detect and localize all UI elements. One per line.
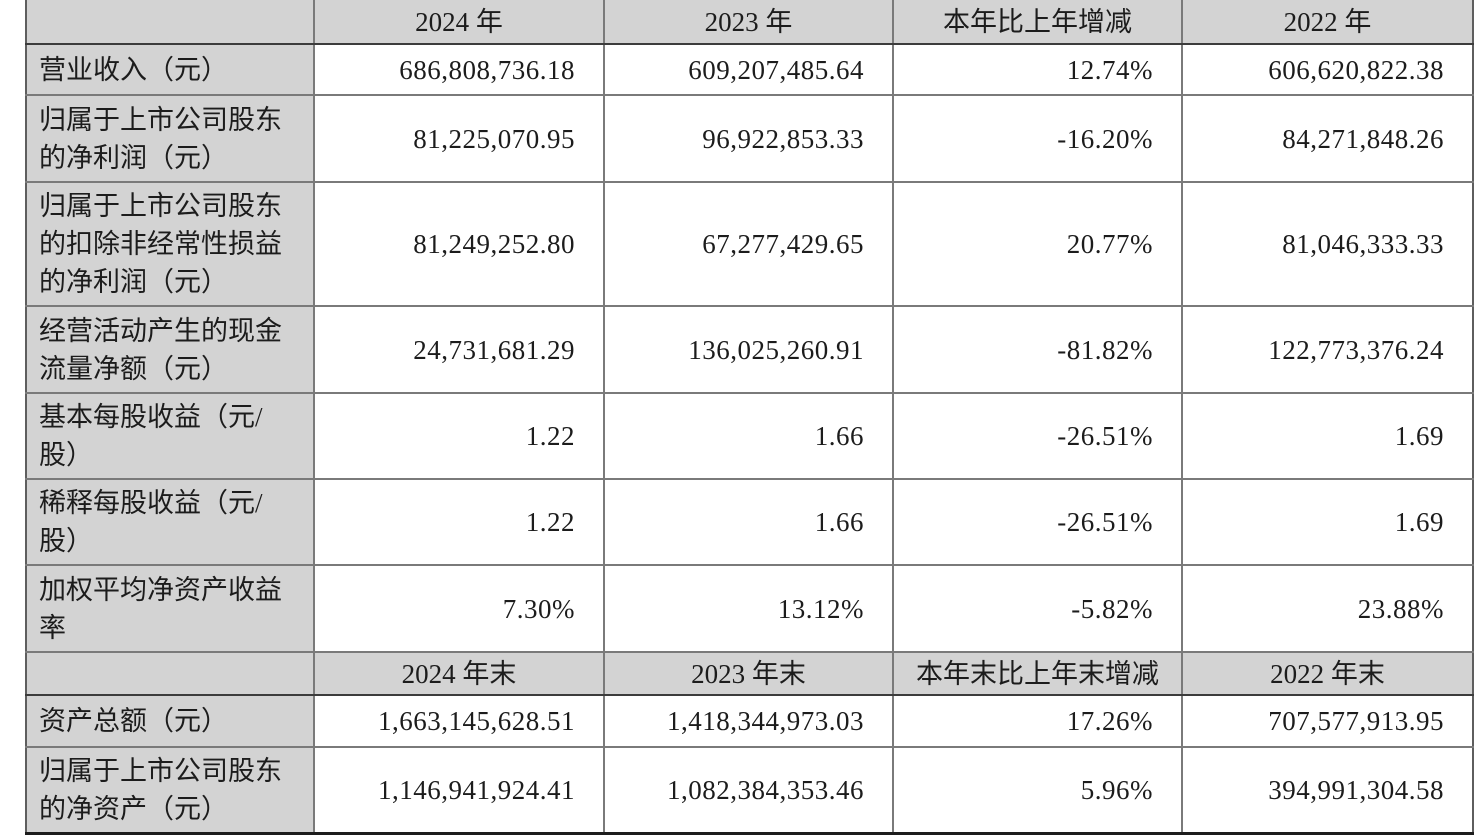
value-2022: 1.69 [1181,392,1474,480]
value-2023: 136,025,260.91 [603,305,894,394]
value-yoy-change: -16.20% [892,94,1183,183]
header-2023: 2023 年 [603,0,894,45]
table-row-weighted-avg-roe: 加权平均净资产收益率 7.30% 13.12% -5.82% 23.88% [25,564,1474,653]
table-row-operating-cash-flow: 经营活动产生的现金流量净额（元） 24,731,681.29 136,025,2… [25,305,1474,394]
header-2022-year-end: 2022 年末 [1181,651,1474,696]
value-2023: 1,082,384,353.46 [603,746,894,835]
value-2023: 67,277,429.65 [603,181,894,307]
value-2022: 81,046,333.33 [1181,181,1474,307]
value-yoy-change: 12.74% [892,43,1183,96]
row-label: 基本每股收益（元/股） [25,392,315,480]
header-row-annual: 2024 年 2023 年 本年比上年增减 2022 年 [25,0,1474,45]
row-label: 归属于上市公司股东的净资产（元） [25,746,315,835]
row-label: 稀释每股收益（元/股） [25,478,315,566]
table-row-basic-eps: 基本每股收益（元/股） 1.22 1.66 -26.51% 1.69 [25,392,1474,480]
value-2022: 707,577,913.95 [1181,694,1474,748]
value-2023: 96,922,853.33 [603,94,894,183]
header-yoy-change: 本年比上年增减 [892,0,1183,45]
table-row-diluted-eps: 稀释每股收益（元/股） 1.22 1.66 -26.51% 1.69 [25,478,1474,566]
value-2024: 1.22 [313,392,605,480]
value-2023: 1.66 [603,392,894,480]
value-yoy-change: -5.82% [892,564,1183,653]
table-row-total-assets: 资产总额（元） 1,663,145,628.51 1,418,344,973.0… [25,694,1474,748]
value-2024: 81,225,070.95 [313,94,605,183]
value-2024: 24,731,681.29 [313,305,605,394]
row-label: 经营活动产生的现金流量净额（元） [25,305,315,394]
value-yoy-change: -81.82% [892,305,1183,394]
row-label: 归属于上市公司股东的净利润（元） [25,94,315,183]
value-2024: 1.22 [313,478,605,566]
value-2022: 84,271,848.26 [1181,94,1474,183]
value-2024: 81,249,252.80 [313,181,605,307]
value-2023: 1,418,344,973.03 [603,694,894,748]
row-label: 营业收入（元） [25,43,315,96]
header-year-end-change: 本年末比上年末增减 [892,651,1183,696]
financial-summary-table: 2024 年 2023 年 本年比上年增减 2022 年 营业收入（元） 686… [25,0,1474,835]
value-2023: 1.66 [603,478,894,566]
value-2024: 1,663,145,628.51 [313,694,605,748]
value-yoy-change: 20.77% [892,181,1183,307]
row-label: 加权平均净资产收益率 [25,564,315,653]
table-row-net-profit-excl-nonrecurring: 归属于上市公司股东的扣除非经常性损益的净利润（元） 81,249,252.80 … [25,181,1474,307]
value-2022: 23.88% [1181,564,1474,653]
header-empty-cell [25,651,315,696]
value-2022: 606,620,822.38 [1181,43,1474,96]
header-2024: 2024 年 [313,0,605,45]
table-row-operating-revenue: 营业收入（元） 686,808,736.18 609,207,485.64 12… [25,43,1474,96]
header-2023-year-end: 2023 年末 [603,651,894,696]
table-row-net-profit-attributable: 归属于上市公司股东的净利润（元） 81,225,070.95 96,922,85… [25,94,1474,183]
row-label: 归属于上市公司股东的扣除非经常性损益的净利润（元） [25,181,315,307]
value-2023: 609,207,485.64 [603,43,894,96]
value-2024: 7.30% [313,564,605,653]
value-2022: 1.69 [1181,478,1474,566]
value-yoy-change: 5.96% [892,746,1183,835]
value-2022: 394,991,304.58 [1181,746,1474,835]
row-label: 资产总额（元） [25,694,315,748]
value-2022: 122,773,376.24 [1181,305,1474,394]
header-2024-year-end: 2024 年末 [313,651,605,696]
header-empty-cell [25,0,315,45]
value-2024: 686,808,736.18 [313,43,605,96]
value-yoy-change: -26.51% [892,392,1183,480]
value-2024: 1,146,941,924.41 [313,746,605,835]
value-yoy-change: -26.51% [892,478,1183,566]
value-2023: 13.12% [603,564,894,653]
header-row-year-end: 2024 年末 2023 年末 本年末比上年末增减 2022 年末 [25,651,1474,696]
header-2022: 2022 年 [1181,0,1474,45]
table-row-net-assets-attributable: 归属于上市公司股东的净资产（元） 1,146,941,924.41 1,082,… [25,746,1474,835]
value-yoy-change: 17.26% [892,694,1183,748]
